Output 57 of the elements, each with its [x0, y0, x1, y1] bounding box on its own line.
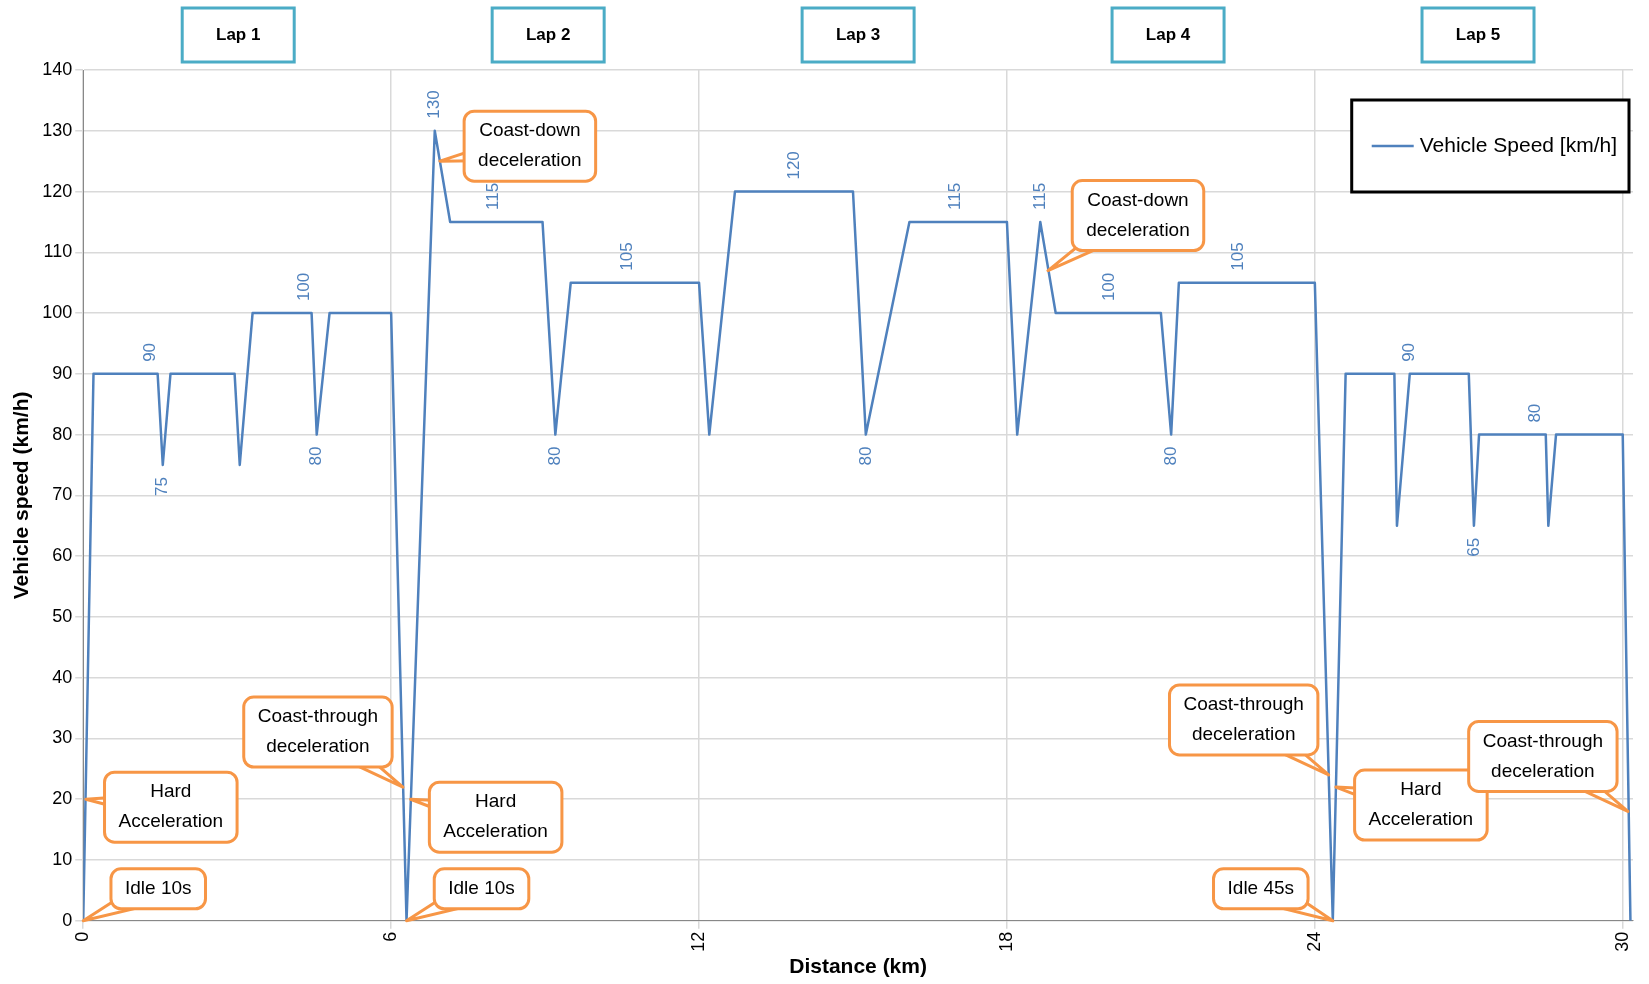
y-tick-label: 50 — [52, 605, 73, 626]
y-tick-label: 20 — [52, 788, 73, 809]
y-tick-label: 30 — [52, 727, 73, 748]
y-tick-label: 70 — [52, 484, 73, 505]
annotation: Idle 10s — [124, 877, 192, 899]
annotation: 80 — [1160, 446, 1180, 466]
annotation: 115 — [1029, 182, 1049, 210]
annotation: 90 — [1399, 342, 1419, 362]
x-axis-title: Distance (km) — [789, 954, 927, 978]
y-axis-title: Vehicle speed (km/h) — [9, 391, 33, 600]
annotation: Idle 45s — [1227, 877, 1295, 899]
y-tick-label: 120 — [42, 180, 73, 201]
annotation: Hard Acceleration — [443, 790, 548, 842]
text: Lap 5 — [1455, 24, 1501, 44]
annotation: 120 — [783, 151, 803, 180]
annotation: 65 — [1463, 537, 1483, 557]
x-tick-label: 0 — [72, 931, 93, 942]
annotation: 105 — [616, 242, 636, 271]
annotation: 100 — [1099, 272, 1119, 302]
y-tick-label: 10 — [52, 848, 73, 869]
annotation: 75 — [152, 477, 172, 496]
y-tick-label: 110 — [43, 241, 73, 262]
legend-label: Vehicle Speed [km/h] — [1419, 132, 1618, 156]
y-tick-label: 40 — [52, 666, 73, 687]
x-tick-label: 24 — [1303, 931, 1324, 952]
annotation: Coast-through deceleration — [1183, 693, 1304, 745]
annotation: 115 — [483, 182, 503, 210]
annotation: Coast-down deceleration — [1086, 188, 1190, 240]
x-tick-label: 18 — [995, 931, 1016, 952]
text: Lap 1 — [216, 24, 261, 44]
annotation: 130 — [424, 90, 444, 119]
annotation: Idle 10s — [448, 877, 515, 899]
annotation: 115 — [945, 182, 965, 210]
annotation: 80 — [855, 446, 875, 466]
annotation: 80 — [1525, 403, 1545, 423]
x-tick-label: 6 — [380, 931, 401, 942]
annotation: Coast-down deceleration — [478, 119, 582, 171]
annotation: Hard Acceleration — [118, 780, 224, 832]
annotation: 80 — [306, 446, 326, 466]
text: Lap 3 — [835, 24, 881, 44]
y-tick-label: 80 — [52, 423, 73, 444]
annotation: 90 — [139, 342, 159, 362]
annotation: 105 — [1227, 242, 1247, 271]
annotation: Hard Acceleration — [1368, 778, 1474, 830]
y-tick-label: 100 — [42, 302, 73, 323]
annotation: 80 — [545, 446, 565, 466]
x-tick-label: 12 — [688, 931, 708, 952]
annotation: Coast-through deceleration — [1482, 729, 1604, 781]
text: Lap 2 — [525, 24, 571, 44]
y-tick-label: 60 — [52, 545, 73, 566]
x-tick-label: 30 — [1611, 931, 1632, 952]
annotation: 100 — [293, 272, 313, 302]
y-tick-label: 130 — [42, 119, 73, 140]
y-tick-label: 90 — [52, 362, 73, 383]
annotation: Coast-through deceleration — [257, 705, 379, 757]
text: Lap 4 — [1145, 24, 1191, 44]
y-tick-label: 140 — [42, 58, 73, 79]
